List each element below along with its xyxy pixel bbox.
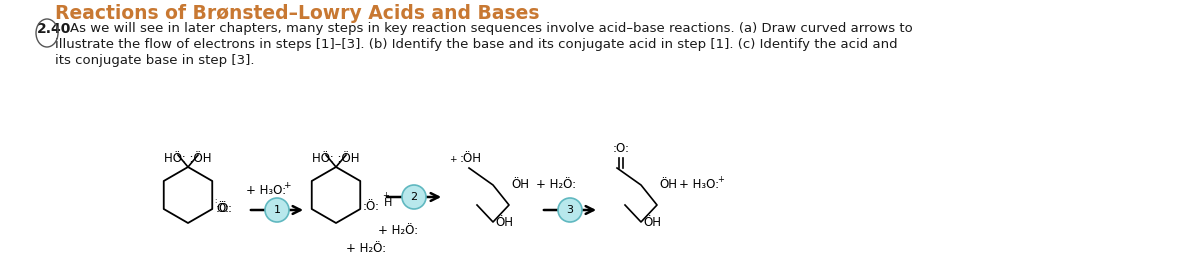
Circle shape <box>402 185 426 209</box>
Text: + H₃O:: + H₃O: <box>246 184 286 197</box>
Circle shape <box>265 198 289 222</box>
Text: 2.40: 2.40 <box>37 22 71 36</box>
Text: +: + <box>383 190 389 200</box>
Text: :: : <box>215 198 217 204</box>
Text: HÖ: :ÖH: HÖ: :ÖH <box>164 152 211 165</box>
Text: 1: 1 <box>274 205 281 215</box>
Text: H: H <box>384 198 392 208</box>
Text: its conjugate base in step [3].: its conjugate base in step [3]. <box>55 54 254 67</box>
Text: ÖH: ÖH <box>511 178 529 192</box>
Text: HÖ: :ÖH: HÖ: :ÖH <box>312 152 360 165</box>
Text: ÖH: ÖH <box>643 215 661 228</box>
Text: +: + <box>449 155 457 164</box>
Text: 3: 3 <box>566 205 574 215</box>
Text: 2: 2 <box>410 192 418 202</box>
Text: :Ö:: :Ö: <box>362 201 379 214</box>
Text: ÖH: ÖH <box>659 178 677 192</box>
Text: +: + <box>718 176 724 185</box>
Text: Ö:: Ö: <box>216 202 229 215</box>
Text: +: + <box>283 181 290 189</box>
Text: ÖH: ÖH <box>496 215 514 228</box>
Text: :Ö:: :Ö: <box>215 202 233 215</box>
Text: As we will see in later chapters, many steps in key reaction sequences involve a: As we will see in later chapters, many s… <box>70 22 913 35</box>
Text: + H₂Ö:: + H₂Ö: <box>536 178 576 192</box>
Circle shape <box>558 198 582 222</box>
Text: + H₂Ö:: + H₂Ö: <box>378 223 418 236</box>
Text: :O:: :O: <box>612 142 630 155</box>
Text: + H₃O:: + H₃O: <box>679 178 719 192</box>
Text: Reactions of Brønsted–Lowry Acids and Bases: Reactions of Brønsted–Lowry Acids and Ba… <box>55 4 540 23</box>
Text: + H₂Ö:: + H₂Ö: <box>346 242 386 255</box>
Text: illustrate the flow of electrons in steps [1]–[3]. (b) Identify the base and its: illustrate the flow of electrons in step… <box>55 38 898 51</box>
Text: :ÖH: :ÖH <box>460 152 482 165</box>
